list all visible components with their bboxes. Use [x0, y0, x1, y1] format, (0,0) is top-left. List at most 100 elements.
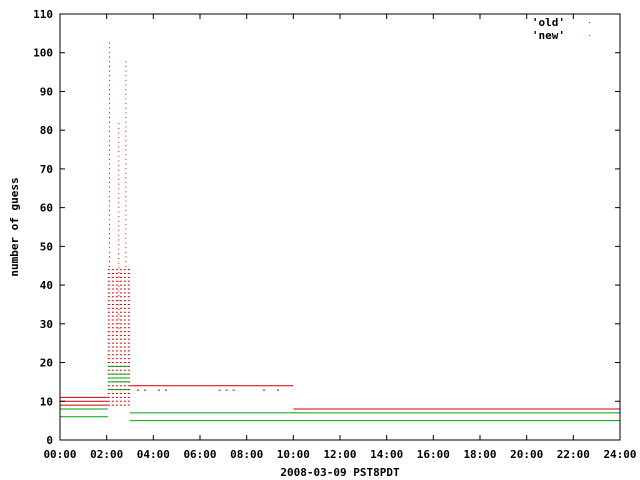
burst-point [125, 163, 127, 165]
burst-point [109, 205, 110, 207]
x-tick-label: 16:00 [417, 448, 450, 461]
x-tick-label: 08:00 [230, 448, 263, 461]
burst-point [109, 70, 110, 72]
burst-point [109, 107, 110, 109]
axes-layer: 0 10 20 30 40 50 60 70 80 90 100 110 00:00 02:00 04:00… [33, 8, 636, 461]
burst-point [125, 233, 127, 235]
x-tick-label: 00:00 [43, 448, 76, 461]
x-tick-label: 06:00 [183, 448, 216, 461]
burst-point [109, 61, 110, 63]
burst-point [125, 219, 127, 221]
burst-point [125, 61, 127, 63]
burst-point [118, 262, 120, 264]
data-point [218, 389, 221, 391]
burst-point [125, 186, 127, 188]
burst-point [109, 163, 110, 165]
y-tick-label: 70 [40, 163, 53, 176]
data-point [277, 389, 279, 391]
y-tick-label: 100 [33, 47, 53, 60]
burst-point [118, 318, 120, 320]
burst-point [118, 192, 120, 194]
burst-point [109, 149, 110, 151]
burst-point [118, 230, 120, 232]
burst-point [109, 47, 110, 49]
burst-point [118, 151, 120, 153]
burst-point [118, 127, 120, 129]
burst-point [109, 103, 110, 105]
burst-point [118, 257, 120, 259]
x-tick-label: 18:00 [463, 448, 496, 461]
burst-region [107, 42, 130, 406]
burst-point [118, 248, 120, 250]
burst-point [125, 247, 127, 249]
burst-point [118, 202, 120, 204]
burst-point [118, 244, 120, 246]
burst-point [125, 112, 127, 114]
burst-point [125, 191, 127, 193]
x-tick-label: 04:00 [137, 448, 170, 461]
burst-point [118, 234, 120, 236]
y-tick-label: 90 [40, 85, 53, 98]
burst-point [125, 251, 127, 253]
burst-point [109, 209, 110, 211]
burst-point [109, 117, 110, 119]
burst-point [118, 165, 120, 167]
burst-point [125, 70, 127, 72]
burst-point [125, 130, 127, 132]
legend-label: 'new' [532, 29, 565, 42]
burst-point [125, 200, 127, 202]
burst-point [125, 265, 127, 267]
burst-point [109, 168, 110, 170]
burst-point [118, 155, 120, 157]
burst-point [118, 304, 120, 306]
series-1 [60, 365, 620, 422]
burst-point [118, 313, 120, 315]
burst-point [109, 256, 110, 258]
burst-point [118, 169, 120, 171]
burst-point [109, 237, 110, 239]
burst-point [118, 323, 120, 325]
burst-point [118, 290, 120, 292]
data-point [165, 389, 167, 391]
burst-point [125, 209, 127, 211]
burst-point [109, 242, 110, 244]
y-tick-label: 50 [40, 240, 53, 253]
burst-point [118, 146, 120, 148]
y-tick-label: 30 [40, 318, 53, 331]
burst-point [109, 75, 110, 77]
legend-marker [589, 35, 590, 36]
burst-point [109, 251, 110, 253]
burst-point [109, 126, 110, 128]
y-tick-label: 20 [40, 357, 53, 370]
burst-point [109, 158, 110, 160]
burst-point [109, 223, 110, 225]
burst-point [118, 295, 120, 297]
burst-point [125, 79, 127, 81]
burst-point [125, 117, 127, 119]
x-tick-label: 20:00 [510, 448, 543, 461]
burst-point [125, 135, 127, 137]
burst-point [118, 123, 120, 125]
burst-point [118, 309, 120, 311]
burst-point [125, 144, 127, 146]
burst-point [125, 107, 127, 109]
burst-point [118, 178, 120, 180]
y-tick-label: 10 [40, 395, 53, 408]
burst-point [118, 216, 120, 218]
legend-marker [589, 22, 590, 23]
burst-point [109, 56, 110, 58]
burst-point [125, 223, 127, 225]
x-tick-label: 10:00 [277, 448, 310, 461]
burst-point [125, 121, 127, 123]
burst-point [125, 75, 127, 77]
burst-point [125, 177, 127, 179]
burst-point [109, 42, 110, 44]
burst-point [125, 182, 127, 184]
burst-point [125, 205, 127, 207]
burst-point [109, 172, 110, 174]
burst-point [125, 172, 127, 174]
burst-point [125, 98, 127, 100]
burst-point [109, 191, 110, 193]
burst-point [109, 51, 110, 53]
